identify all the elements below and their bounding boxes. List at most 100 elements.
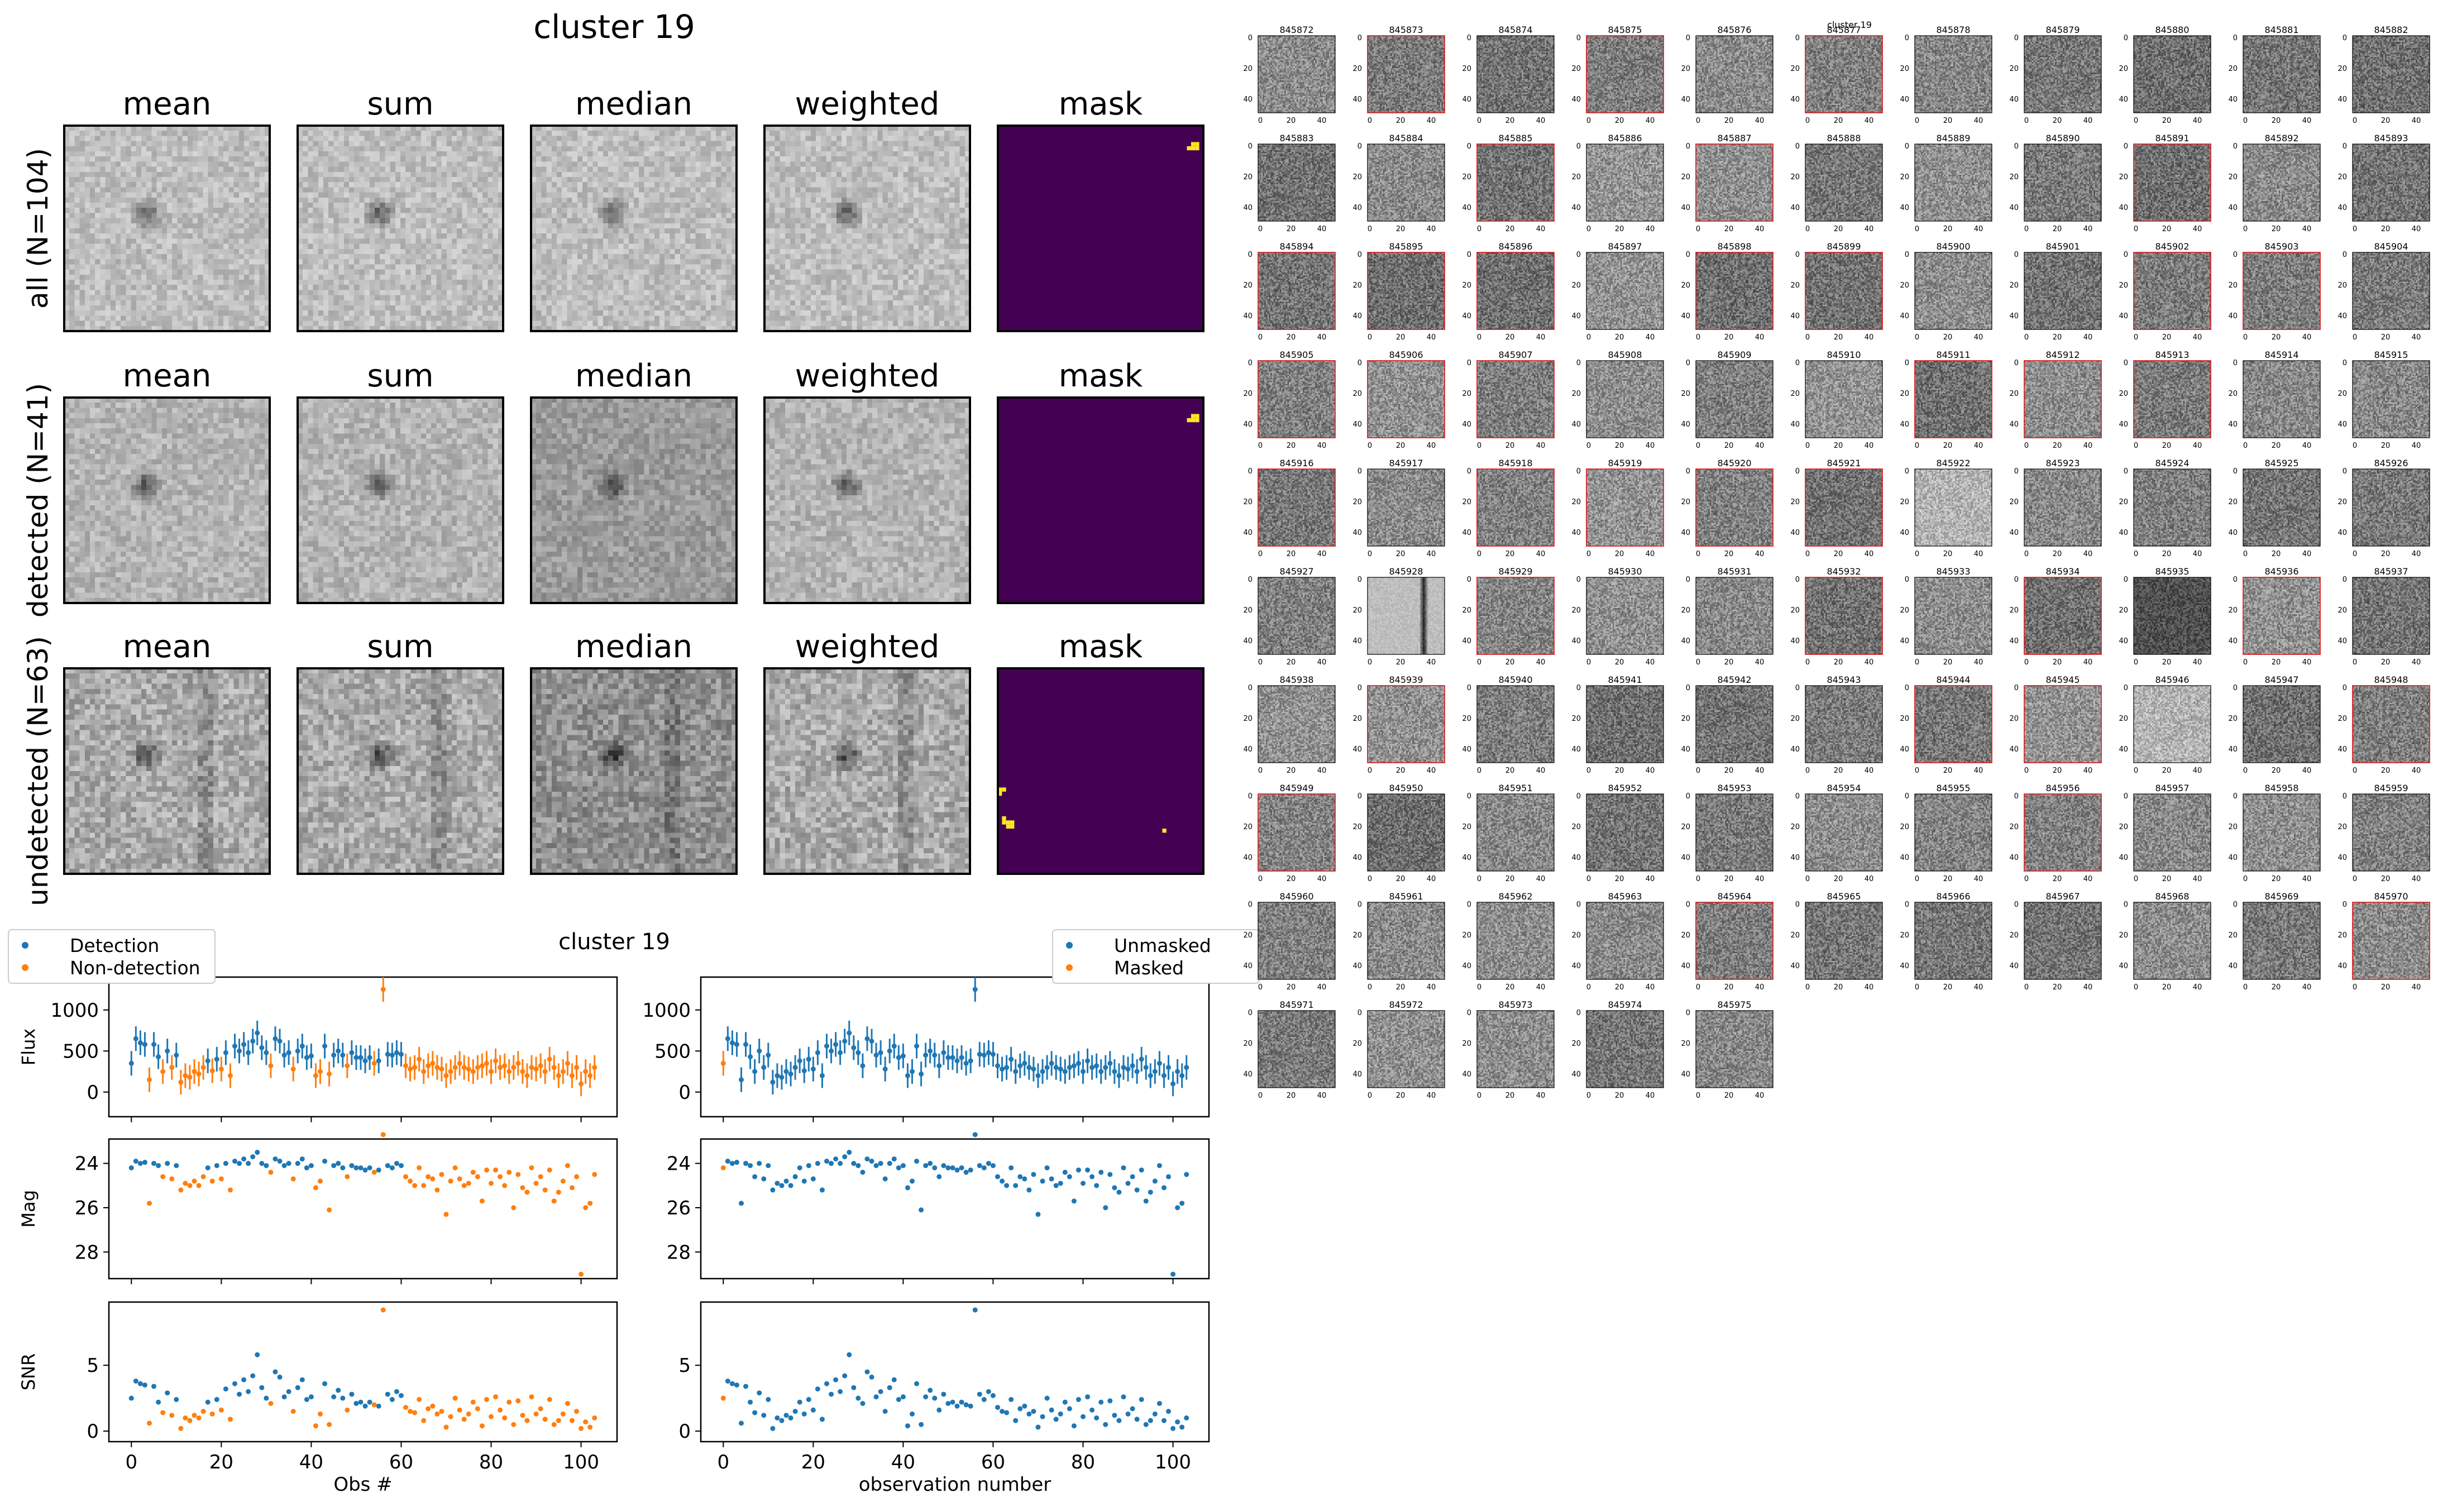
cutout-x-tick-label: 20 (1724, 983, 1734, 992)
cutout-x-tick-label: 20 (2381, 658, 2391, 667)
cutout-y-tick-label: 20 (1681, 606, 1690, 615)
image-frame (63, 125, 271, 332)
legend-marker (1066, 942, 1073, 949)
cutout-x-tick-label: 0 (1258, 117, 1263, 125)
data-point (1017, 1174, 1023, 1179)
cutout-image (1915, 794, 1992, 871)
data-point (466, 1180, 471, 1186)
cutout-y-tick-label: 20 (2009, 823, 2019, 831)
data-point (336, 1161, 341, 1166)
data-point (824, 1381, 829, 1386)
cutout-x-tick-label: 40 (1317, 442, 1327, 450)
x-tick-label: 100 (563, 1451, 599, 1473)
cutout-x-tick-label: 20 (1505, 333, 1515, 342)
plot-frame (700, 976, 1210, 1118)
data-point (484, 1060, 489, 1066)
stack-images-panel: cluster 19 all (N=104)mean sum median weigh… (22, 8, 1204, 906)
cutout-x-tick-label: 20 (1615, 333, 1624, 342)
data-point (954, 1168, 960, 1173)
data-point (160, 1174, 166, 1179)
y-tick-label: 1000 (642, 999, 691, 1022)
cutout-x-tick-label: 0 (2024, 983, 2029, 992)
cutout-id: 845941 (1608, 674, 1642, 685)
cutout-x-tick-label: 40 (1865, 333, 1874, 342)
data-point (743, 1042, 749, 1047)
cutout-frame (2133, 685, 2211, 763)
data-point (394, 1050, 399, 1055)
data-point (734, 1042, 739, 1047)
cutout-x-tick-label: 0 (1915, 225, 1919, 233)
cutout-x-tick-label: 20 (1287, 983, 1296, 992)
cutout-x-tick-label: 0 (1805, 767, 1810, 775)
cutout-y-tick-label: 20 (2338, 65, 2347, 73)
data-point (788, 1071, 793, 1077)
mask-flag-pixel (1006, 820, 1011, 825)
cutout-x-tick-label: 40 (2083, 550, 2093, 558)
cutout-y-tick-label: 40 (2338, 962, 2347, 970)
cutout-y-tick-label: 40 (1900, 204, 1909, 212)
data-point (725, 1379, 730, 1384)
cutout-y-tick-label: 40 (1243, 95, 1253, 104)
data-point (547, 1168, 552, 1173)
cutout-id: 845914 (2264, 350, 2298, 360)
cutout-x-tick-label: 40 (2302, 658, 2312, 667)
data-point (461, 1065, 467, 1070)
data-point (959, 1055, 964, 1060)
cutout-image (1805, 469, 1882, 546)
data-point (232, 1381, 237, 1386)
cutout-image (1368, 577, 1445, 654)
cutout-image (1696, 1011, 1773, 1088)
cutout-x-tick-label: 20 (1615, 983, 1624, 992)
data-point (743, 1161, 749, 1166)
data-point (950, 1055, 955, 1060)
data-point (842, 1154, 848, 1160)
data-point (783, 1413, 789, 1418)
cutout-y-tick-label: 0 (1686, 792, 1690, 801)
cutout-y-tick-label: 40 (1681, 1070, 1690, 1079)
cutout-y-tick-label: 40 (2009, 420, 2019, 429)
cutout-y-tick-label: 40 (1243, 529, 1253, 537)
data-point (331, 1163, 337, 1169)
cutout-y-tick-label: 40 (2228, 312, 2238, 320)
data-point (878, 1161, 883, 1166)
data-point (1067, 1065, 1072, 1070)
cutout-y-tick-label: 40 (1681, 637, 1690, 645)
cutout-y-tick-label: 20 (1571, 606, 1581, 615)
data-point (160, 1410, 166, 1415)
data-point (439, 1171, 444, 1177)
cutout-y-tick-label: 0 (2124, 251, 2128, 259)
cutout-frame (1914, 902, 1992, 980)
cutout-id: 845872 (1279, 25, 1313, 35)
cutout-image (1586, 36, 1664, 113)
cutout-x-tick-label: 40 (1755, 550, 1765, 558)
data-point (1179, 1424, 1185, 1430)
data-point (565, 1401, 570, 1406)
mask-flag-pixel (1002, 816, 1006, 821)
cutout-y-tick-label: 20 (1462, 715, 1471, 723)
data-point (1156, 1401, 1162, 1406)
data-point (538, 1063, 543, 1069)
cutout-y-tick-label: 40 (1352, 637, 1362, 645)
data-point (398, 1051, 404, 1057)
data-point (896, 1165, 901, 1171)
data-point (950, 1399, 955, 1405)
cutout-y-tick-label: 20 (1352, 173, 1362, 181)
data-point (349, 1050, 355, 1055)
data-point (259, 1385, 265, 1390)
data-point (1116, 1073, 1122, 1078)
cutout-frame (1805, 902, 1883, 980)
data-point (520, 1069, 525, 1074)
cutout-y-tick-label: 40 (2338, 854, 2347, 862)
cutout-y-tick-label: 20 (2338, 606, 2347, 615)
data-point (313, 1423, 318, 1429)
cutout-x-tick-label: 40 (2412, 117, 2421, 125)
mask-image (998, 398, 1203, 603)
data-point (434, 1187, 440, 1193)
cutout-id: 845950 (1389, 783, 1423, 793)
cutout-frame (1258, 1010, 1336, 1088)
cutout-x-tick-label: 40 (1974, 442, 1983, 450)
cutout-x-tick-label: 40 (1536, 767, 1546, 775)
data-point (403, 1063, 409, 1069)
cutout-y-tick-label: 20 (2228, 931, 2238, 940)
cutout-image (1258, 36, 1335, 113)
